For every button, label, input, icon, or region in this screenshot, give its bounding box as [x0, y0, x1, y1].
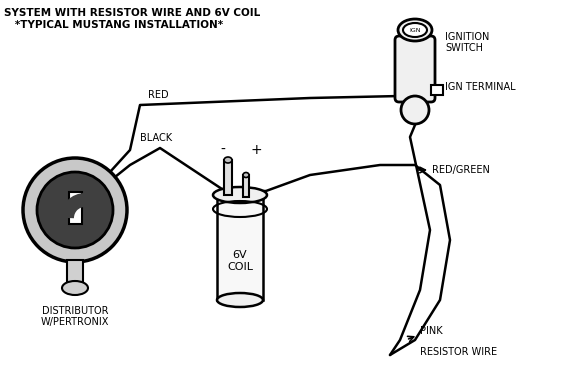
Ellipse shape	[224, 157, 232, 163]
Text: RED/GREEN: RED/GREEN	[432, 165, 490, 175]
Text: COIL: COIL	[227, 262, 253, 272]
Circle shape	[401, 96, 429, 124]
Circle shape	[23, 158, 127, 262]
Text: RESISTOR WIRE: RESISTOR WIRE	[420, 347, 497, 357]
Bar	[217, 195, 263, 300]
Text: IGN: IGN	[410, 27, 420, 33]
Bar	[67, 260, 83, 282]
Text: IGNITION: IGNITION	[445, 32, 490, 42]
FancyBboxPatch shape	[395, 36, 435, 102]
Ellipse shape	[398, 19, 432, 41]
Bar	[431, 85, 443, 95]
Text: 6V: 6V	[233, 250, 247, 260]
Text: *TYPICAL MUSTANG INSTALLATION*: *TYPICAL MUSTANG INSTALLATION*	[4, 20, 223, 30]
Ellipse shape	[217, 293, 263, 307]
Text: +: +	[250, 143, 262, 157]
Ellipse shape	[62, 281, 88, 295]
Text: SWITCH: SWITCH	[445, 43, 483, 53]
Text: RED: RED	[148, 90, 169, 100]
Text: SYSTEM WITH RESISTOR WIRE AND 6V COIL: SYSTEM WITH RESISTOR WIRE AND 6V COIL	[4, 8, 260, 18]
Text: BLACK: BLACK	[140, 133, 172, 143]
Text: PINK: PINK	[420, 326, 442, 336]
Ellipse shape	[213, 187, 267, 203]
Bar	[224, 160, 232, 195]
Text: DISTRIBUTOR: DISTRIBUTOR	[41, 306, 108, 316]
Bar	[243, 175, 249, 197]
Text: IGN TERMINAL: IGN TERMINAL	[445, 82, 516, 92]
Text: -: -	[221, 143, 225, 157]
Ellipse shape	[403, 23, 427, 37]
Text: W/PERTRONIX: W/PERTRONIX	[41, 317, 109, 327]
Bar	[69, 192, 82, 224]
Ellipse shape	[243, 172, 249, 177]
Circle shape	[37, 172, 113, 248]
